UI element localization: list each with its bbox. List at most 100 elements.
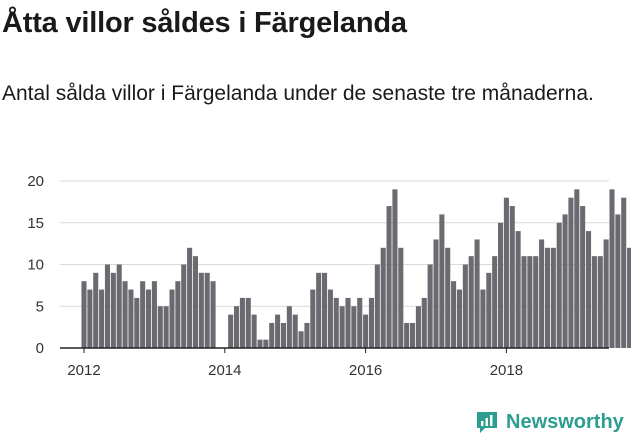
bar — [87, 289, 93, 348]
bar — [181, 264, 187, 348]
bar — [462, 264, 468, 348]
bar — [580, 206, 586, 348]
y-tick-label: 10 — [27, 257, 44, 274]
bar-series — [81, 189, 631, 348]
bar — [363, 314, 369, 348]
bar — [298, 331, 304, 348]
x-tick-label: 2012 — [67, 362, 100, 379]
bar — [322, 272, 328, 348]
y-tick-label: 20 — [27, 173, 44, 190]
bar — [245, 297, 251, 348]
bar — [99, 289, 105, 348]
bar — [110, 272, 116, 348]
x-tick-label: 2016 — [349, 362, 382, 379]
bar — [427, 264, 433, 348]
bar — [263, 339, 269, 348]
bar — [269, 322, 275, 348]
bar — [480, 289, 486, 348]
bar — [568, 197, 574, 348]
bar — [175, 281, 181, 348]
bar — [591, 256, 597, 348]
bar — [627, 247, 631, 348]
bar — [292, 314, 298, 348]
chart-title: Åtta villor såldes i Färgelanda — [2, 7, 407, 39]
bar — [128, 289, 134, 348]
bar — [486, 272, 492, 348]
bar — [398, 247, 404, 348]
newsworthy-brand[interactable]: Newsworthy — [474, 407, 624, 437]
bar — [122, 281, 128, 348]
bar — [146, 289, 152, 348]
bar — [210, 281, 216, 348]
bar — [116, 264, 122, 348]
bar — [339, 306, 345, 348]
bar — [286, 306, 292, 348]
bar — [198, 272, 204, 348]
bar — [621, 197, 627, 348]
bar — [275, 314, 281, 348]
bar — [527, 256, 533, 348]
bar — [81, 281, 87, 348]
bar — [574, 189, 580, 348]
bar — [151, 281, 157, 348]
bar — [498, 222, 504, 348]
newsworthy-logo-icon — [477, 412, 497, 433]
bar — [280, 322, 286, 348]
bar — [451, 281, 457, 348]
bar — [445, 247, 451, 348]
bar — [603, 239, 609, 348]
bar — [192, 256, 198, 348]
bar — [134, 297, 140, 348]
bar — [533, 256, 539, 348]
bar — [503, 197, 509, 348]
bar — [257, 339, 263, 348]
x-axis: 20122014201620182020202220242026 — [60, 347, 631, 379]
bar — [169, 289, 175, 348]
bar — [415, 306, 421, 348]
bar — [521, 256, 527, 348]
bar — [515, 231, 521, 348]
bar — [333, 297, 339, 348]
chart-subtitle: Antal sålda villor i Färgelanda under de… — [2, 82, 594, 105]
bar — [404, 322, 410, 348]
bar — [316, 272, 322, 348]
bar — [544, 247, 550, 348]
bar — [609, 189, 615, 348]
bar — [586, 231, 592, 348]
bar — [104, 264, 110, 348]
x-tick-label: 2014 — [208, 362, 241, 379]
bar — [304, 322, 310, 348]
y-tick-label: 5 — [36, 298, 44, 315]
y-axis-ticks: 0 5 10 15 20 — [27, 173, 44, 357]
bar — [163, 306, 169, 348]
bar — [421, 297, 427, 348]
bar — [374, 264, 380, 348]
brand-name: Newsworthy — [506, 410, 624, 433]
bar — [234, 306, 240, 348]
bar — [439, 214, 445, 348]
bar — [550, 247, 556, 348]
bar — [351, 306, 357, 348]
bar — [386, 206, 392, 348]
y-tick-label: 0 — [36, 340, 44, 357]
bar — [345, 297, 351, 348]
bar — [410, 322, 416, 348]
bar — [392, 189, 398, 348]
bar — [556, 222, 562, 348]
bar — [140, 281, 146, 348]
bar — [539, 239, 545, 348]
bar — [468, 256, 474, 348]
bar — [327, 289, 333, 348]
bar — [433, 239, 439, 348]
bar — [509, 206, 515, 348]
bar — [474, 239, 480, 348]
bar — [251, 314, 257, 348]
bar — [368, 297, 374, 348]
bar — [204, 272, 210, 348]
x-tick-label: 2018 — [490, 362, 523, 379]
bar — [228, 314, 234, 348]
bar — [492, 256, 498, 348]
bar — [93, 272, 99, 348]
bar — [187, 247, 193, 348]
